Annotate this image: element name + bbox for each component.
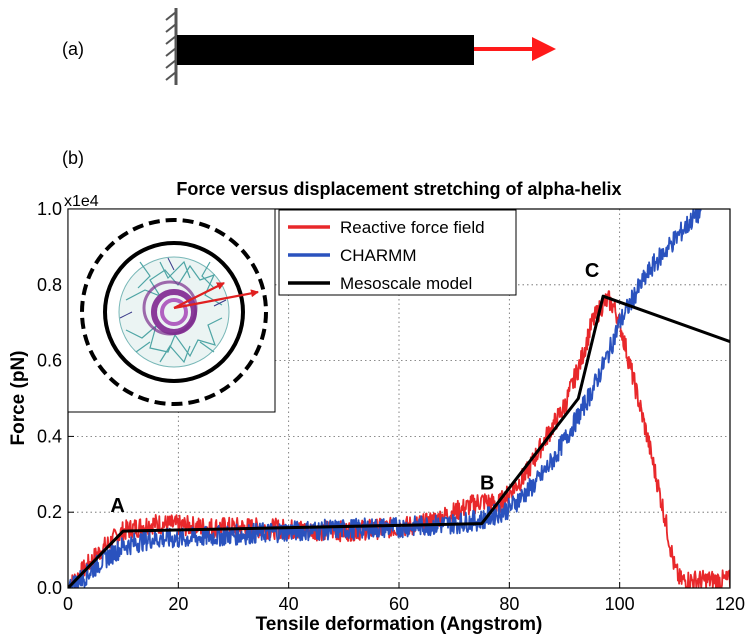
series-line-mesoscale-model [68,294,730,588]
fixed-wall-support-icon [165,8,178,85]
annotation-label: C [585,260,599,282]
legend: Reactive force field CHARMM Mesoscale mode… [278,209,517,296]
helix-inset [67,208,276,413]
x-tick-label: 40 [279,594,299,614]
series-line-charmm [68,209,702,588]
y-axis-title: Force (pN) [8,351,29,446]
x-axis-title: Tensile deformation (Angstrom) [256,614,543,635]
annotation-label: B [480,472,494,494]
x-tick-label: 20 [168,594,188,614]
y-tick-label: 0.0 [37,578,62,598]
y-tick-label: 0.8 [37,275,62,295]
y-tick-label: 0.4 [37,426,62,446]
beam [177,35,474,65]
panel-b-label: (b) [62,148,84,168]
y-tick-label: 0.6 [37,351,62,371]
x-tick-label: 60 [389,594,409,614]
series-group [68,209,730,588]
y-multiplier-label: x1e4 [64,193,99,210]
legend-label: Reactive force field [340,218,485,237]
alpha-helix-cross-section-image [118,256,259,368]
annotation-label: A [110,495,124,517]
legend-label: Mesoscale model [340,274,472,293]
x-tick-label: 0 [63,594,73,614]
y-tick-label: 0.2 [37,502,62,522]
chart-title: Force versus displacement stretching of … [176,179,621,199]
legend-label: CHARMM [340,246,417,265]
x-tick-label: 100 [605,594,635,614]
x-tick-label: 80 [499,594,519,614]
x-tick-label: 120 [715,594,745,614]
annotations: A B C [110,260,599,517]
pull-force-arrow-icon [474,37,556,61]
y-tick-label: 1.0 [37,199,62,219]
panel-a-label: (a) [62,39,84,59]
